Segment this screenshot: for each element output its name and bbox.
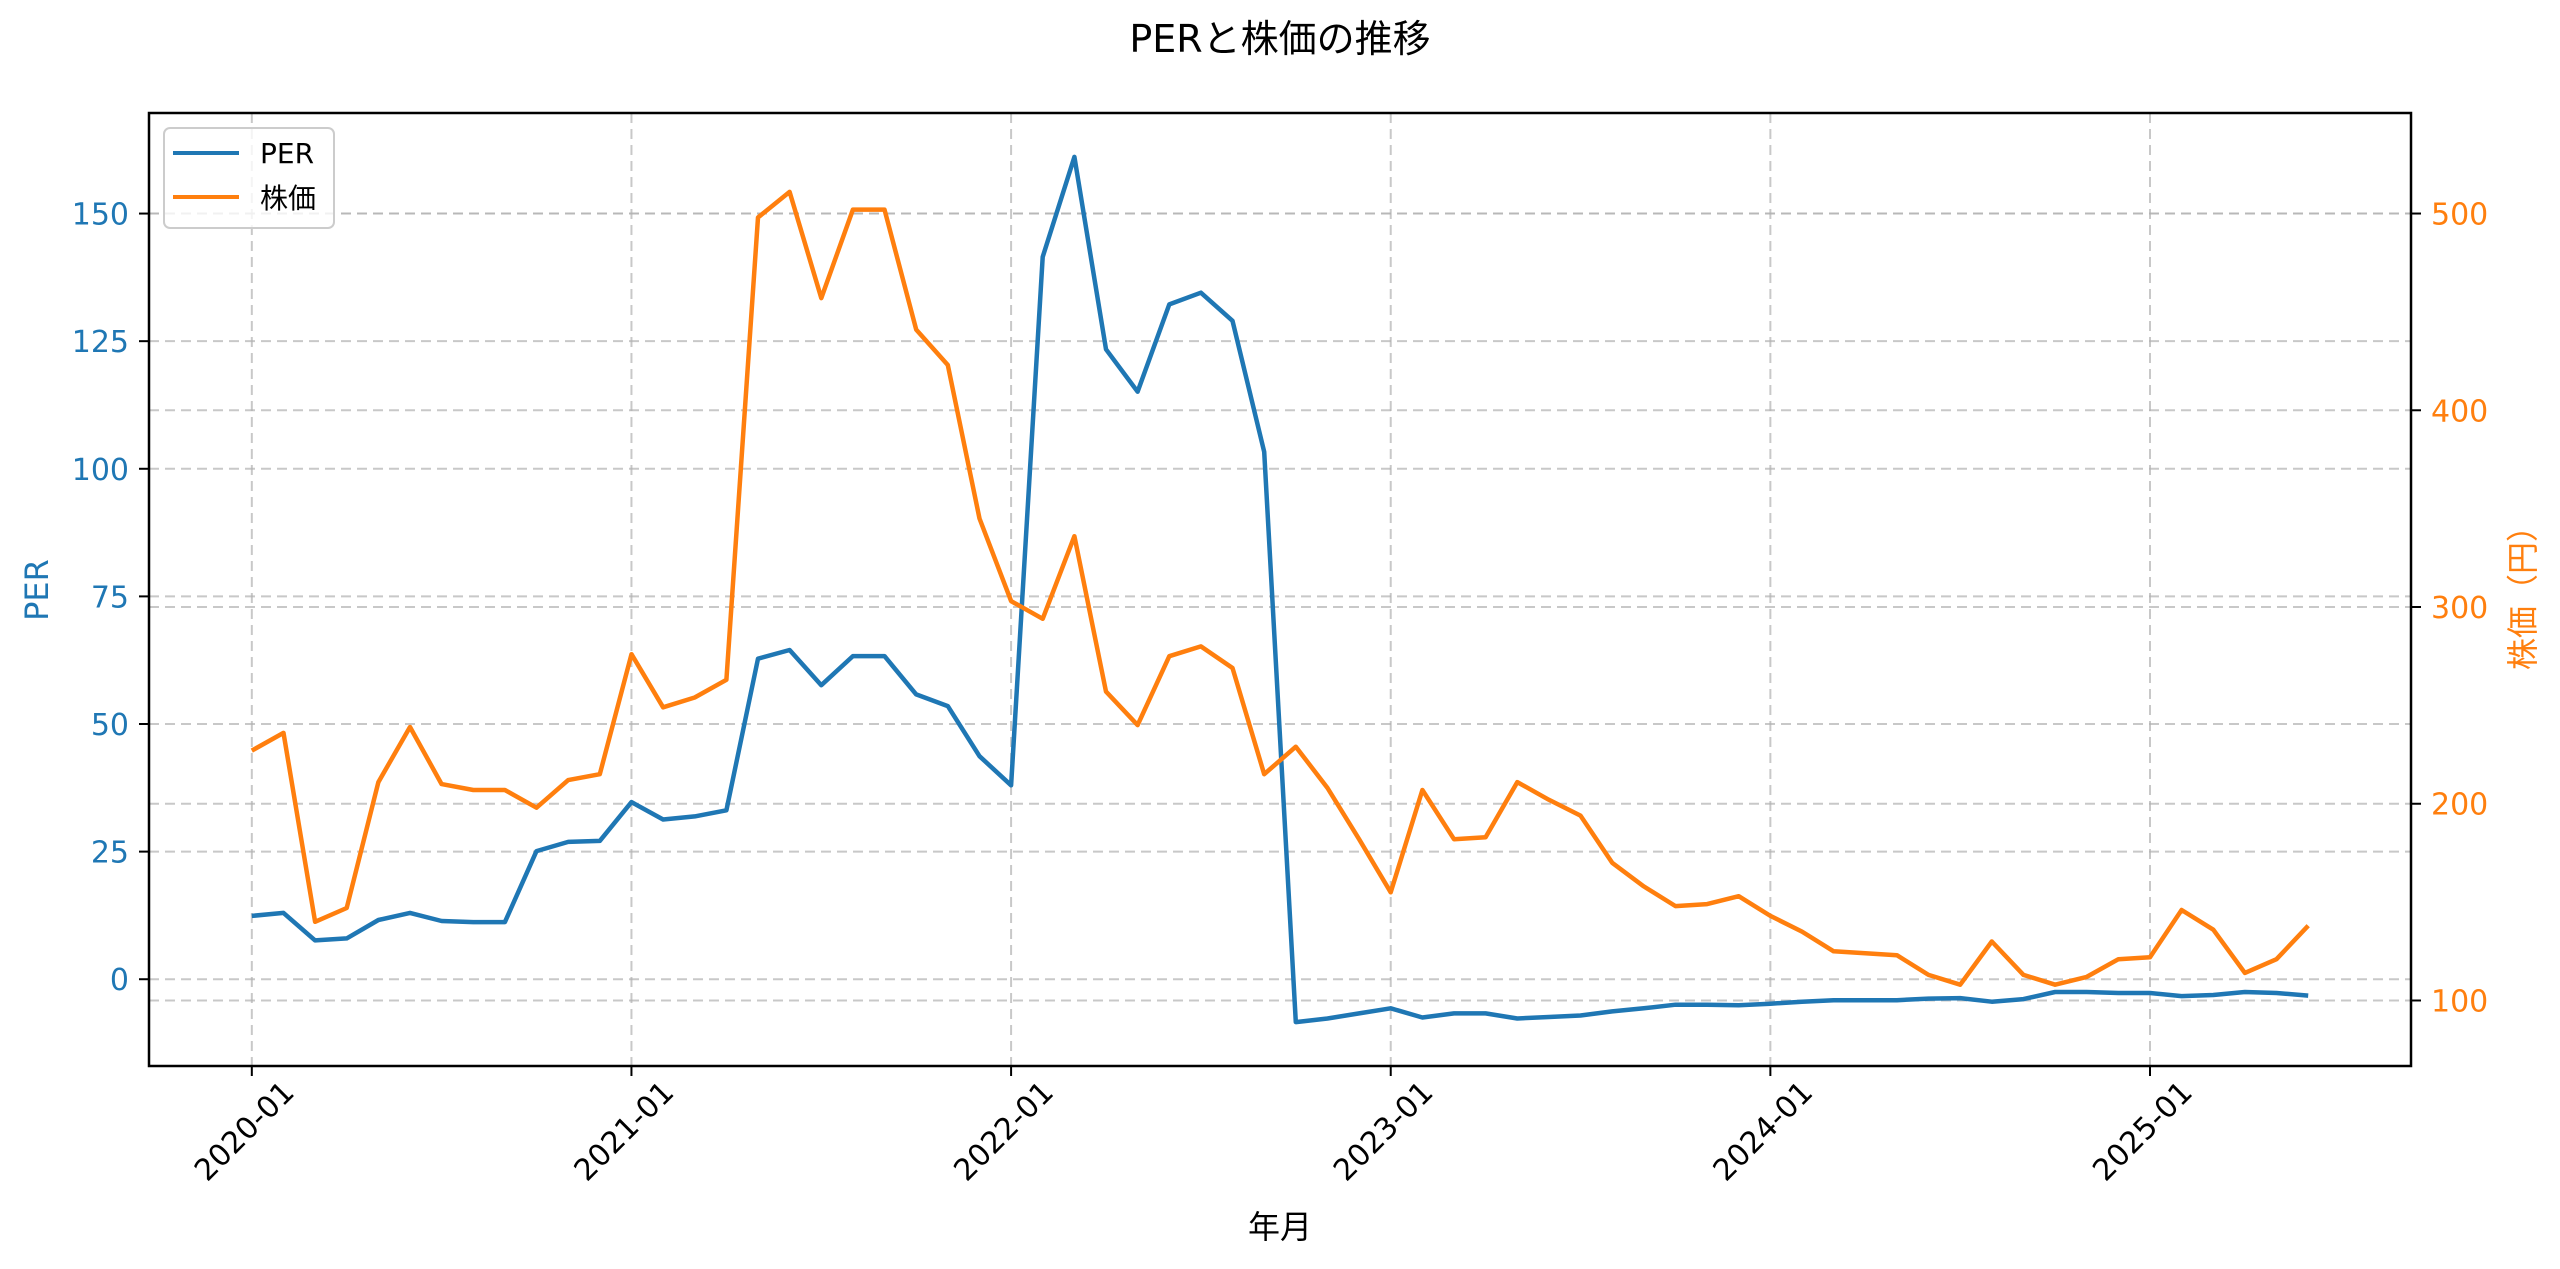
y2-tick-label: 200 bbox=[2431, 788, 2488, 823]
y-tick-label: 75 bbox=[91, 580, 129, 615]
y-axis-left: 0 25 50 75 100 125 150 bbox=[72, 198, 149, 998]
legend-price-label: 株価 bbox=[260, 182, 316, 215]
per-line bbox=[251, 154, 2309, 1025]
y-tick-label: 125 bbox=[72, 325, 129, 360]
x-tick-label: 2025-01 bbox=[2086, 1075, 2199, 1188]
x-tick-label: 2022-01 bbox=[947, 1075, 1060, 1188]
y2-tick-label: 100 bbox=[2431, 984, 2488, 1019]
legend-per-label: PER bbox=[260, 137, 314, 170]
y-axis-label: PER bbox=[18, 559, 56, 621]
chart-title: PERと株価の推移 bbox=[1129, 17, 1430, 61]
y2-tick-label: 400 bbox=[2431, 394, 2488, 429]
x-tick-label: 2023-01 bbox=[1327, 1075, 1440, 1188]
y-tick-label: 150 bbox=[72, 198, 129, 233]
price-line bbox=[250, 189, 2310, 987]
plot-frame bbox=[147, 111, 2413, 1068]
y2-tick-label: 500 bbox=[2431, 198, 2488, 233]
y-tick-label: 50 bbox=[91, 708, 129, 743]
plot-series bbox=[250, 154, 2310, 1025]
x-tick-label: 2024-01 bbox=[1707, 1075, 1820, 1188]
legend: PER 株価 bbox=[163, 127, 335, 229]
x-axis-label: 年月 bbox=[1248, 1208, 1312, 1246]
x-axis: 2020-01 2021-01 2022-01 2023-01 2024-01 2025-… bbox=[188, 1066, 2200, 1188]
y-axis-right: 100 200 300 400 500 bbox=[2411, 198, 2488, 1019]
y-tick-label: 25 bbox=[91, 836, 129, 871]
y2-axis-label: 株価（円） bbox=[2504, 510, 2542, 670]
x-tick-label: 2020-01 bbox=[188, 1075, 301, 1188]
y2-tick-label: 300 bbox=[2431, 591, 2488, 626]
grid-lines bbox=[149, 113, 2411, 1066]
y-tick-label: 100 bbox=[72, 453, 129, 488]
y-tick-label: 0 bbox=[110, 963, 129, 998]
x-tick-label: 2021-01 bbox=[568, 1075, 681, 1188]
